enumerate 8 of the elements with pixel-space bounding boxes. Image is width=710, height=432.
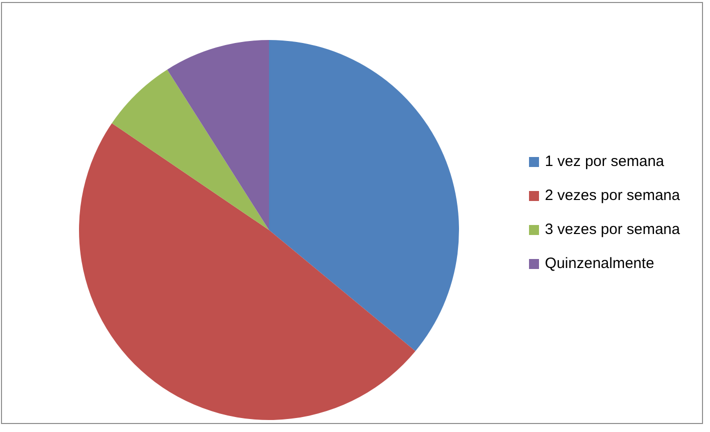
legend-label: 3 vezes por semana — [544, 221, 680, 238]
pie-slice — [269, 40, 459, 352]
pie-slice — [79, 123, 416, 420]
pie-slice — [112, 70, 269, 230]
legend-label: 2 vezes por semana — [544, 187, 680, 204]
pie-slice — [167, 40, 269, 230]
legend-label: 1 vez por semana — [544, 153, 664, 170]
legend-label: Quinzenalmente — [544, 255, 654, 272]
